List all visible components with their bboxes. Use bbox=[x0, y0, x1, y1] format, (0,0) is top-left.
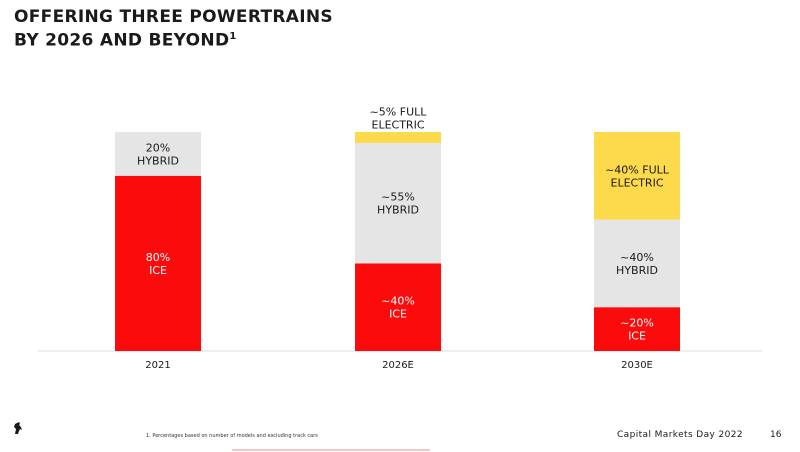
segment-label-hybrid-2026E: HYBRID bbox=[377, 204, 419, 217]
title-line-2: BY 2026 AND BEYOND1 bbox=[14, 27, 333, 51]
bar-segment-hybrid-2021 bbox=[115, 132, 201, 176]
segment-label-ice-2021: 80% bbox=[146, 251, 170, 264]
segment-label-electric-2026E: ELECTRIC bbox=[372, 119, 425, 132]
segment-label-hybrid-2021: HYBRID bbox=[137, 154, 179, 167]
segment-label-hybrid-2030E: HYBRID bbox=[616, 264, 658, 277]
category-label-2026E: 2026E bbox=[382, 360, 414, 371]
segment-label-electric-2030E: ELECTRIC bbox=[611, 176, 664, 189]
bar-segment-ice-2030E bbox=[594, 307, 680, 351]
segment-label-ice-2026E: ~40% bbox=[381, 295, 415, 308]
category-label-2030E: 2030E bbox=[621, 360, 653, 371]
bar-segment-ice-2026E bbox=[355, 263, 441, 351]
segment-label-hybrid-2021: 20% bbox=[146, 141, 170, 154]
bottom-accent-line bbox=[232, 449, 430, 451]
bar-segment-electric-2030E bbox=[594, 132, 680, 220]
bar-segment-hybrid-2030E bbox=[594, 219, 680, 308]
segment-label-electric-2026E: ~5% FULL bbox=[370, 106, 428, 119]
slide-title: OFFERING THREE POWERTRAINS BY 2026 AND B… bbox=[14, 8, 333, 51]
bar-segment-ice-2021 bbox=[115, 175, 201, 351]
title-footnote-marker: 1 bbox=[229, 31, 237, 42]
segment-label-hybrid-2030E: ~40% bbox=[620, 251, 654, 264]
page-number: 16 bbox=[770, 430, 782, 440]
segment-label-electric-2030E: ~40% FULL bbox=[605, 163, 670, 176]
segment-label-hybrid-2026E: ~55% bbox=[381, 191, 415, 204]
bar-segment-hybrid-2026E bbox=[355, 142, 441, 264]
footnote: 1. Percentages based on number of models… bbox=[146, 433, 318, 439]
segment-label-ice-2030E: ~20% bbox=[620, 317, 654, 330]
category-label-2021: 2021 bbox=[145, 360, 170, 371]
prancing-horse-logo-icon bbox=[14, 422, 22, 434]
segment-label-ice-2026E: ICE bbox=[389, 308, 407, 321]
bar-segment-electric-2026E bbox=[355, 132, 441, 143]
title-line-2-text: BY 2026 AND BEYOND bbox=[14, 30, 230, 51]
segment-label-ice-2021: ICE bbox=[149, 264, 167, 277]
footer-event-name: Capital Markets Day 2022 bbox=[617, 430, 744, 440]
title-line-1: OFFERING THREE POWERTRAINS bbox=[14, 7, 333, 27]
segment-label-ice-2030E: ICE bbox=[628, 330, 646, 343]
